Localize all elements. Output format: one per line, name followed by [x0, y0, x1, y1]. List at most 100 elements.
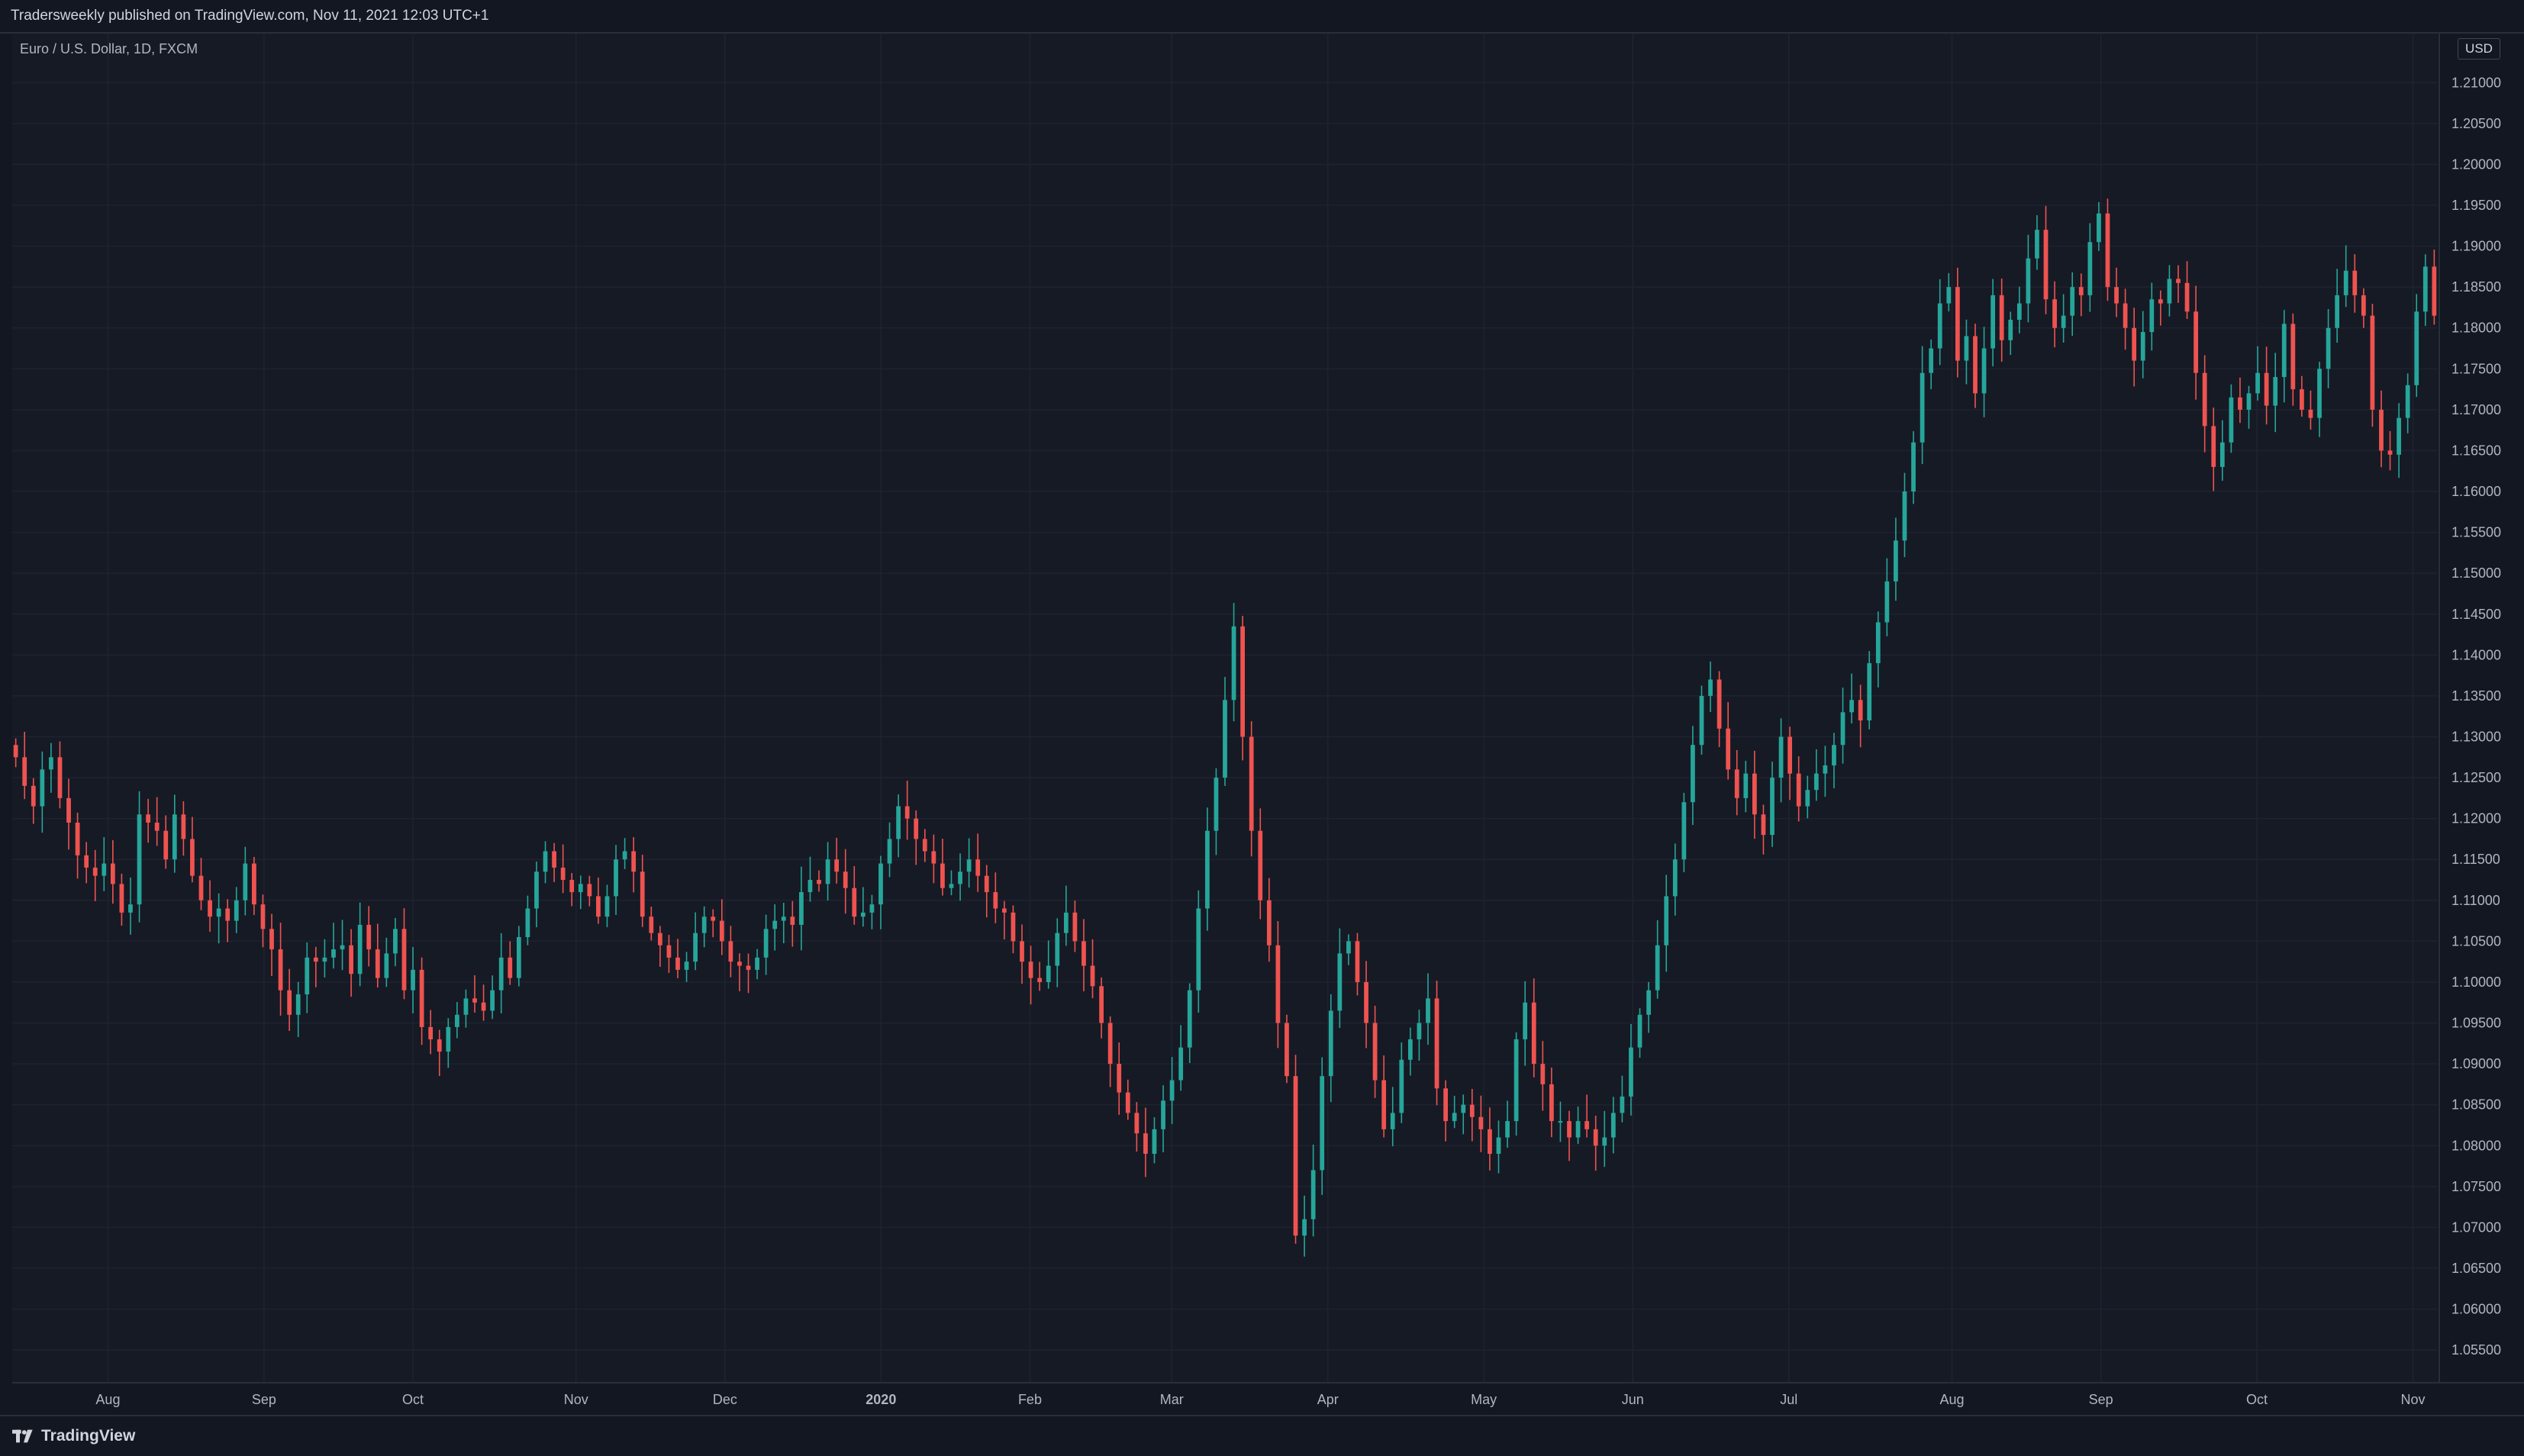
- candle[interactable]: [119, 874, 124, 926]
- candle[interactable]: [975, 833, 981, 892]
- candle[interactable]: [878, 855, 883, 929]
- candle[interactable]: [2246, 385, 2252, 429]
- candle[interactable]: [419, 957, 424, 1045]
- candle[interactable]: [1125, 1079, 1130, 1120]
- candle[interactable]: [313, 946, 318, 987]
- candle[interactable]: [799, 866, 804, 951]
- candle[interactable]: [2114, 267, 2119, 317]
- candle[interactable]: [2087, 223, 2093, 312]
- candle[interactable]: [1302, 1195, 1307, 1257]
- candle[interactable]: [269, 913, 274, 976]
- candle[interactable]: [102, 836, 107, 891]
- candle[interactable]: [295, 981, 301, 1037]
- candle[interactable]: [1293, 1055, 1298, 1244]
- candle[interactable]: [2229, 384, 2234, 453]
- candle[interactable]: [172, 794, 177, 873]
- candle[interactable]: [57, 741, 63, 809]
- candle[interactable]: [340, 920, 345, 971]
- candle[interactable]: [1364, 961, 1368, 1049]
- candle[interactable]: [817, 870, 821, 892]
- currency-badge[interactable]: USD: [2458, 38, 2500, 60]
- candle[interactable]: [1417, 1010, 1422, 1061]
- candle[interactable]: [2255, 346, 2260, 401]
- candle[interactable]: [481, 984, 486, 1021]
- candle[interactable]: [781, 903, 786, 944]
- candle[interactable]: [2211, 407, 2216, 491]
- candle[interactable]: [2361, 288, 2366, 328]
- candle[interactable]: [719, 899, 724, 955]
- candle[interactable]: [2422, 254, 2428, 327]
- candle[interactable]: [2202, 355, 2207, 453]
- candle[interactable]: [569, 872, 575, 907]
- candle[interactable]: [84, 842, 89, 884]
- candle[interactable]: [578, 875, 583, 910]
- candle[interactable]: [1372, 1005, 1378, 1098]
- candle[interactable]: [1752, 750, 1757, 839]
- candle[interactable]: [516, 926, 521, 987]
- candle[interactable]: [2194, 285, 2198, 400]
- candle[interactable]: [428, 1010, 434, 1055]
- candle[interactable]: [922, 829, 927, 862]
- candle[interactable]: [2149, 282, 2155, 351]
- candle[interactable]: [1955, 267, 1960, 378]
- candle[interactable]: [552, 842, 556, 882]
- candle[interactable]: [1523, 981, 1528, 1066]
- candle[interactable]: [1461, 1094, 1466, 1135]
- candle[interactable]: [1178, 1025, 1184, 1091]
- candle[interactable]: [1937, 279, 1942, 366]
- tradingview-brand[interactable]: TradingView: [12, 1427, 135, 1445]
- candle[interactable]: [1434, 981, 1439, 1106]
- candle[interactable]: [498, 933, 504, 1013]
- candle[interactable]: [1355, 933, 1360, 996]
- candle[interactable]: [384, 937, 389, 987]
- candle[interactable]: [2035, 214, 2039, 270]
- candle[interactable]: [2167, 265, 2172, 317]
- candle[interactable]: [1055, 918, 1060, 987]
- candle[interactable]: [1099, 977, 1104, 1039]
- candle[interactable]: [411, 946, 415, 1013]
- candle[interactable]: [66, 778, 71, 850]
- candle[interactable]: [1778, 718, 1784, 803]
- candle[interactable]: [92, 849, 98, 902]
- candle[interactable]: [1708, 661, 1713, 713]
- candle[interactable]: [1981, 327, 1987, 417]
- candle[interactable]: [649, 907, 654, 941]
- candle[interactable]: [1117, 1042, 1122, 1115]
- candle[interactable]: [40, 751, 45, 833]
- candle[interactable]: [843, 849, 848, 914]
- candle[interactable]: [914, 810, 919, 865]
- candle[interactable]: [852, 866, 857, 925]
- candle[interactable]: [1911, 431, 1916, 504]
- candle[interactable]: [22, 732, 27, 800]
- candle[interactable]: [807, 856, 813, 902]
- candle[interactable]: [2140, 311, 2145, 378]
- candle[interactable]: [931, 834, 936, 884]
- candle[interactable]: [1320, 1057, 1325, 1195]
- candle[interactable]: [1610, 1097, 1616, 1154]
- candle[interactable]: [1637, 1008, 1642, 1058]
- candle[interactable]: [2335, 269, 2340, 343]
- candle[interactable]: [2300, 375, 2304, 417]
- candle[interactable]: [2026, 234, 2031, 323]
- candle[interactable]: [1002, 900, 1007, 940]
- candle[interactable]: [1805, 775, 1810, 819]
- candle[interactable]: [543, 841, 548, 884]
- candle[interactable]: [1046, 940, 1051, 989]
- candle[interactable]: [993, 872, 998, 923]
- candle[interactable]: [560, 844, 566, 894]
- candle[interactable]: [1249, 721, 1254, 857]
- candle[interactable]: [746, 953, 751, 994]
- candle[interactable]: [949, 870, 954, 896]
- candle[interactable]: [1602, 1110, 1607, 1168]
- candle[interactable]: [904, 781, 910, 840]
- candle[interactable]: [1946, 272, 1952, 312]
- candle[interactable]: [966, 838, 972, 888]
- candle[interactable]: [1020, 924, 1024, 984]
- candle[interactable]: [2078, 273, 2084, 317]
- candle[interactable]: [13, 738, 18, 768]
- candle[interactable]: [1743, 760, 1749, 813]
- candle[interactable]: [640, 855, 645, 927]
- candle[interactable]: [834, 837, 840, 884]
- candle[interactable]: [1875, 611, 1881, 688]
- candle[interactable]: [508, 941, 513, 985]
